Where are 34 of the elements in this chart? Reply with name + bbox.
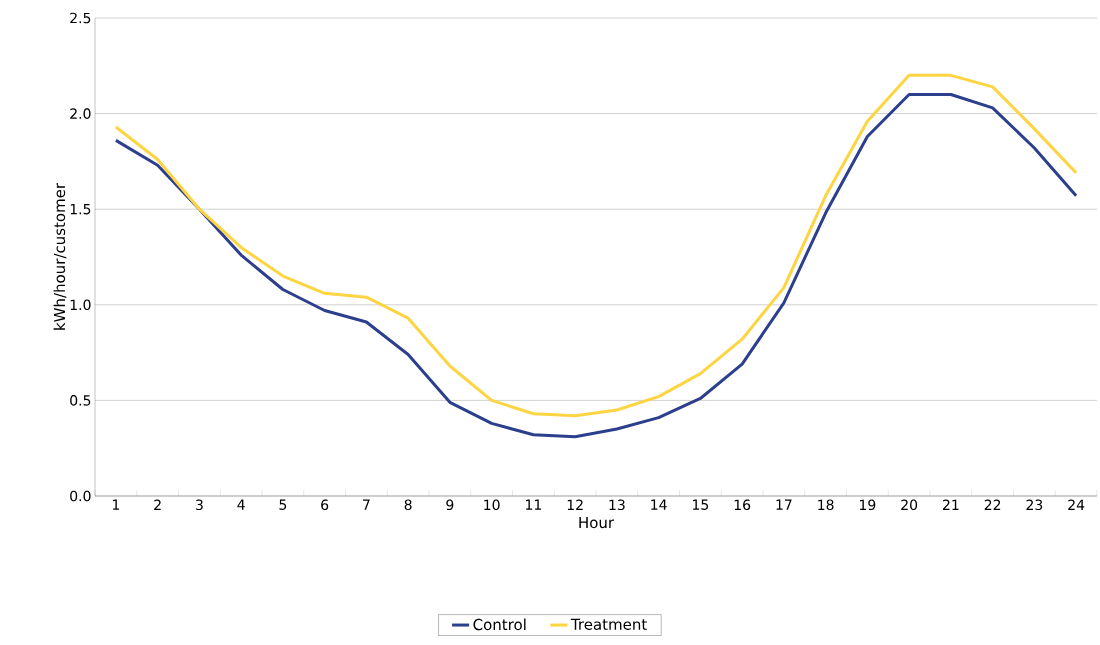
x-tick-label: 7	[363, 499, 370, 510]
x-tick-label: 5	[279, 499, 287, 510]
x-tick-label: 6	[321, 499, 329, 511]
x-tick-label: 10	[484, 499, 500, 511]
legend-label: Control	[473, 618, 526, 631]
x-tick-label: 9	[446, 499, 454, 511]
x-tick-label: 24	[1068, 499, 1085, 510]
x-tick-label: 21	[942, 499, 959, 510]
y-tick-label: 1.0	[70, 299, 91, 311]
y-tick-label: 0.5	[70, 395, 91, 406]
y-axis-title: kWh/hour/customer	[53, 182, 67, 330]
y-tick-label: 2.0	[70, 108, 91, 119]
x-tick-label: 19	[860, 499, 876, 511]
y-tick-label: 0.0	[70, 490, 91, 502]
x-tick-label: 15	[693, 499, 709, 510]
x-tick-label: 17	[776, 499, 792, 510]
x-tick-label: 16	[734, 499, 751, 511]
x-tick-label: 20	[901, 499, 918, 511]
x-tick-label: 11	[526, 499, 541, 510]
y-tick-label: 2.5	[70, 12, 91, 24]
x-tick-label: 4	[237, 499, 245, 510]
x-tick-label: 22	[984, 499, 1001, 510]
legend-label: Treatment	[570, 618, 647, 630]
x-tick-label: 12	[567, 499, 583, 510]
x-tick-label: 8	[404, 499, 412, 511]
x-tick-label: 14	[651, 499, 667, 510]
x-tick-label: 3	[196, 499, 203, 511]
x-tick-label: 23	[1026, 499, 1043, 511]
x-tick-label: 18	[818, 499, 834, 511]
x-tick-label: 13	[609, 499, 625, 511]
y-tick-label: 1.5	[70, 203, 91, 215]
x-tick-label: 1	[112, 499, 120, 510]
x-axis-title: Hour	[579, 516, 615, 529]
x-tick-label: 2	[154, 499, 161, 510]
